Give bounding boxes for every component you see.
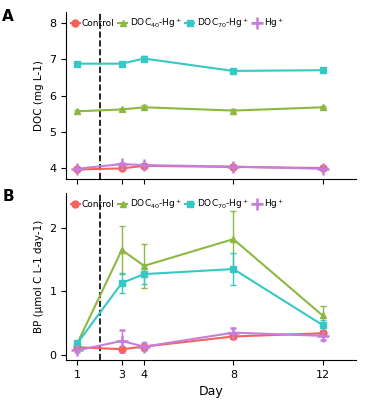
Y-axis label: DOC (mg L-1): DOC (mg L-1) [34,60,44,131]
Text: B: B [2,189,14,204]
X-axis label: Day: Day [199,385,224,398]
Text: A: A [2,9,14,24]
Y-axis label: BP (μmol C L-1 day-1): BP (μmol C L-1 day-1) [34,220,44,333]
Legend: Control, DOC$_{40}$-Hg$^+$, DOC$_{70}$-Hg$^+$, Hg$^+$: Control, DOC$_{40}$-Hg$^+$, DOC$_{70}$-H… [67,13,288,34]
Legend: Control, DOC$_{40}$-Hg$^+$, DOC$_{70}$-Hg$^+$, Hg$^+$: Control, DOC$_{40}$-Hg$^+$, DOC$_{70}$-H… [67,194,288,214]
